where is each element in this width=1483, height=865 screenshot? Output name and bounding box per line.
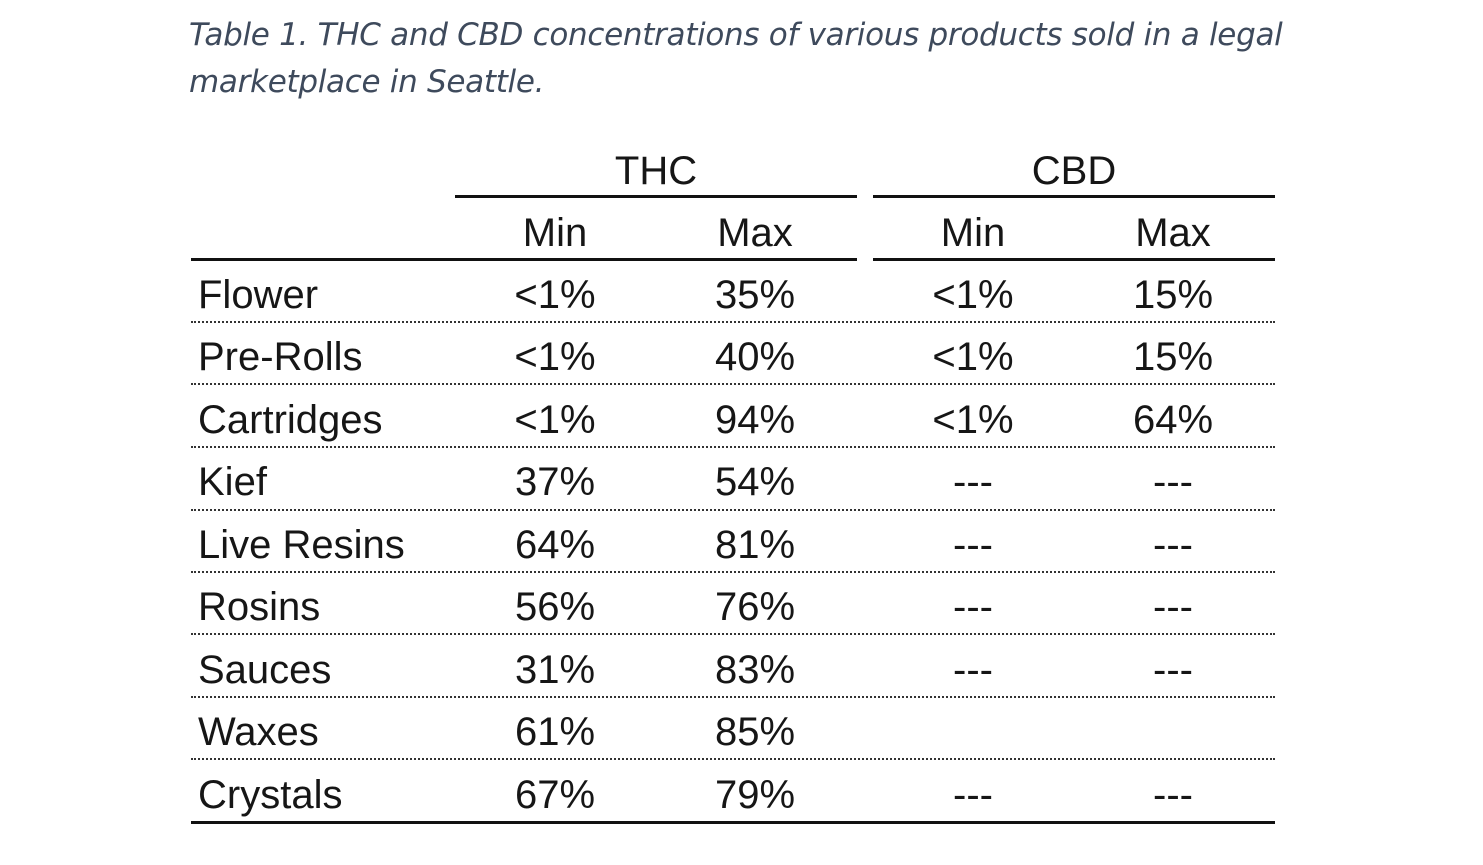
row-divider [191, 571, 1275, 573]
thc-max-value: 40% [714, 335, 796, 379]
cbd-min-value: --- [953, 460, 993, 504]
thc-min-value: <1% [514, 273, 596, 317]
header-cbd-max: Max [1135, 211, 1211, 255]
cbd-max-value: --- [1153, 773, 1193, 817]
group-header-cbd: CBD [1031, 149, 1117, 193]
cbd-max-value: --- [1153, 648, 1193, 692]
header-thc-max: Max [717, 211, 793, 255]
row-product-label: Crystals [198, 773, 343, 817]
thc-min-value: <1% [514, 398, 596, 442]
thc-min-value: 56% [514, 585, 596, 629]
thc-max-value: 83% [714, 648, 796, 692]
row-product-label: Sauces [198, 648, 332, 692]
cbd-max-value: 15% [1132, 335, 1214, 379]
cbd-min-value: --- [953, 648, 993, 692]
cbd-max-value: --- [1153, 460, 1193, 504]
thc-min-value: <1% [514, 335, 596, 379]
cbd-max-value: 64% [1132, 398, 1214, 442]
row-product-label: Live Resins [198, 523, 405, 567]
row-product-label: Rosins [198, 585, 321, 629]
cbd-min-value: <1% [932, 335, 1014, 379]
row-divider [191, 321, 1275, 323]
row-product-label: Flower [198, 273, 319, 317]
header-thc-min: Min [522, 211, 588, 255]
cbd-min-value: <1% [932, 273, 1014, 317]
thc-group-rule [455, 195, 857, 198]
row-product-label: Waxes [198, 710, 319, 754]
header-rule-left [191, 258, 857, 261]
thc-max-value: 76% [714, 585, 796, 629]
thc-min-value: 37% [514, 460, 596, 504]
thc-min-value: 61% [514, 710, 596, 754]
cbd-group-rule [873, 195, 1275, 198]
row-divider [191, 758, 1275, 760]
row-product-label: Kief [198, 460, 267, 504]
table-bottom-rule [191, 821, 1275, 824]
row-divider [191, 446, 1275, 448]
row-divider [191, 509, 1275, 511]
thc-max-value: 35% [714, 273, 796, 317]
thc-max-value: 54% [714, 460, 796, 504]
row-divider [191, 696, 1275, 698]
thc-max-value: 81% [714, 523, 796, 567]
thc-max-value: 85% [714, 710, 796, 754]
row-product-label: Cartridges [198, 398, 383, 442]
thc-max-value: 94% [714, 398, 796, 442]
header-rule-right [873, 258, 1275, 261]
cbd-min-value: --- [953, 523, 993, 567]
row-divider [191, 633, 1275, 635]
thc-max-value: 79% [714, 773, 796, 817]
thc-min-value: 67% [514, 773, 596, 817]
cbd-max-value: --- [1153, 585, 1193, 629]
cbd-max-value: --- [1153, 523, 1193, 567]
cbd-max-value: 15% [1132, 273, 1214, 317]
cbd-min-value: <1% [932, 398, 1014, 442]
cbd-min-value: --- [953, 773, 993, 817]
thc-min-value: 31% [514, 648, 596, 692]
row-divider [191, 383, 1275, 385]
group-header-thc: THC [614, 149, 698, 193]
table-caption: Table 1. THC and CBD concentrations of v… [189, 17, 1283, 100]
row-product-label: Pre-Rolls [198, 335, 363, 379]
header-cbd-min: Min [940, 211, 1006, 255]
thc-min-value: 64% [514, 523, 596, 567]
cbd-min-value: --- [953, 585, 993, 629]
